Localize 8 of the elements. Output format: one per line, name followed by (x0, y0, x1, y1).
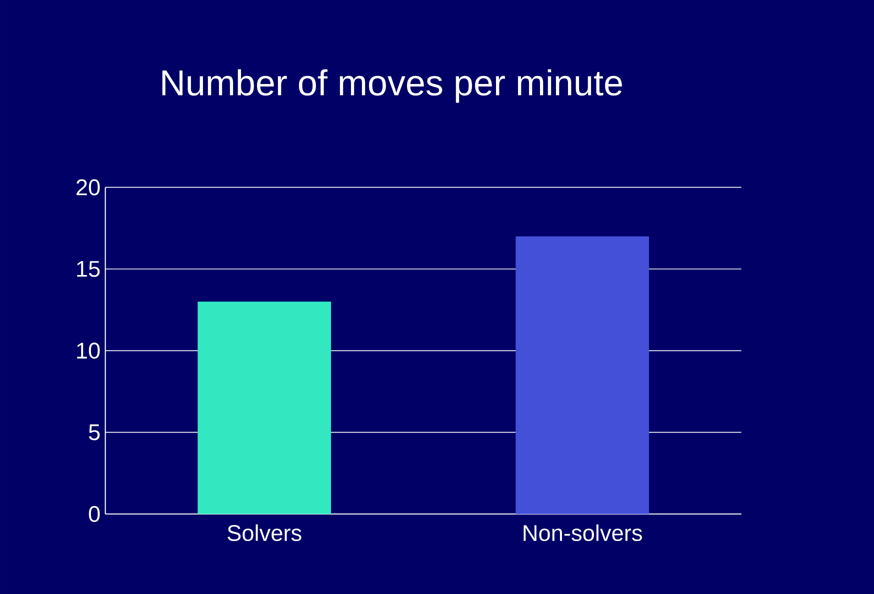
y-tick-label: 0 (88, 506, 100, 522)
y-tick-label: 10 (77, 342, 100, 359)
x-tick-label: Solvers (228, 524, 302, 542)
y-tick-label: 5 (88, 424, 100, 440)
y-tick-label: 15 (77, 261, 100, 277)
y-tick-label: 20 (76, 179, 100, 196)
x-tick-label: Non-solvers (524, 524, 642, 542)
chart-title: Number of moves per minute (162, 69, 622, 103)
